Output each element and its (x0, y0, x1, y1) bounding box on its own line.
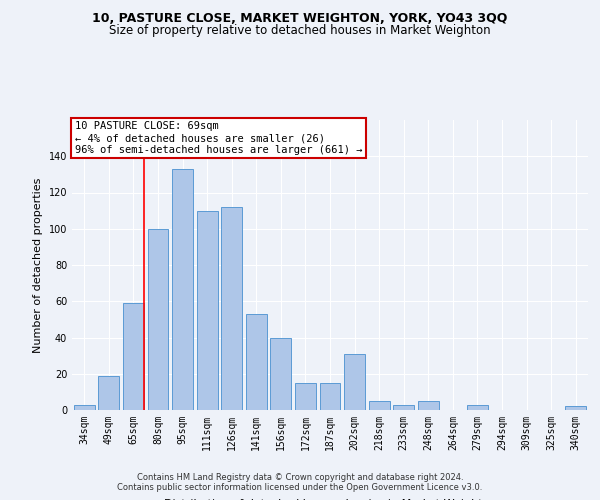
X-axis label: Distribution of detached houses by size in Market Weighton: Distribution of detached houses by size … (164, 498, 496, 500)
Text: Size of property relative to detached houses in Market Weighton: Size of property relative to detached ho… (109, 24, 491, 37)
Bar (172, 169, 193, 410)
Bar (295, 383, 316, 410)
Bar (320, 383, 340, 410)
Y-axis label: Number of detached properties: Number of detached properties (33, 178, 43, 352)
Bar (221, 207, 242, 410)
Bar (467, 404, 488, 410)
Text: 10 PASTURE CLOSE: 69sqm
← 4% of detached houses are smaller (26)
96% of semi-det: 10 PASTURE CLOSE: 69sqm ← 4% of detached… (74, 122, 362, 154)
Bar (197, 210, 218, 410)
Bar (74, 404, 95, 410)
Bar (271, 338, 292, 410)
Bar (565, 406, 586, 410)
Bar (148, 229, 169, 410)
Bar (418, 401, 439, 410)
Text: Contains HM Land Registry data © Crown copyright and database right 2024.
Contai: Contains HM Land Registry data © Crown c… (118, 473, 482, 492)
Bar (393, 404, 414, 410)
Bar (246, 314, 267, 410)
Bar (123, 303, 144, 410)
Bar (98, 376, 119, 410)
Text: 10, PASTURE CLOSE, MARKET WEIGHTON, YORK, YO43 3QQ: 10, PASTURE CLOSE, MARKET WEIGHTON, YORK… (92, 12, 508, 26)
Bar (344, 354, 365, 410)
Bar (368, 401, 389, 410)
